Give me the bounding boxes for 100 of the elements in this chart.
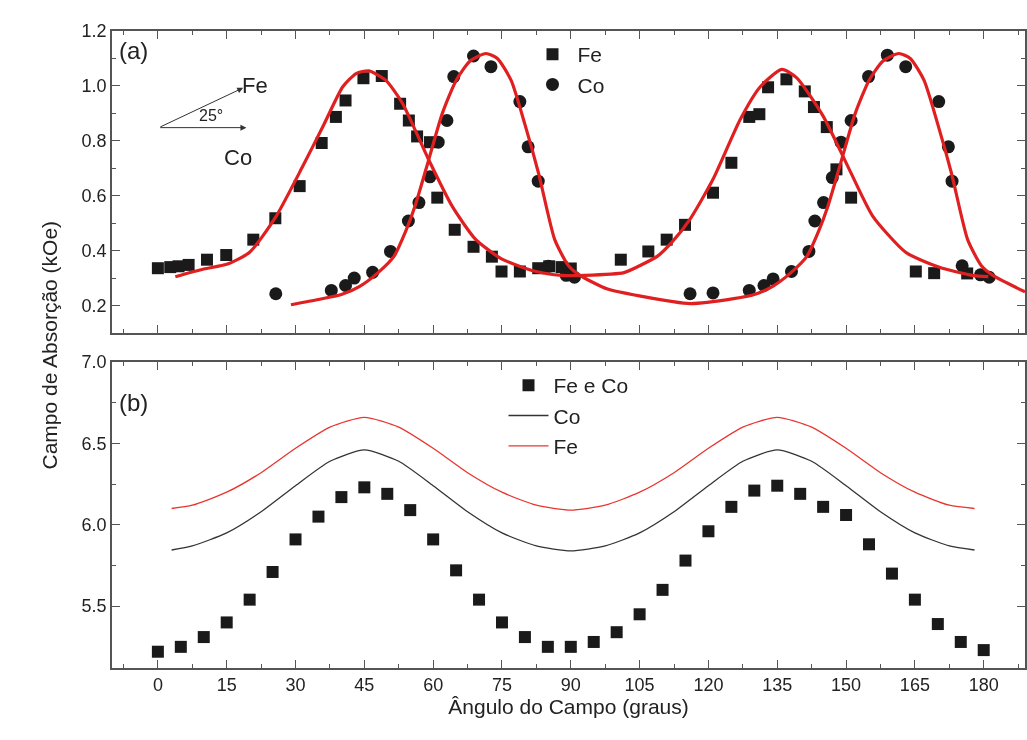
annotation: 25° xyxy=(199,107,224,124)
y-tick-label: 6.5 xyxy=(81,433,107,454)
x-tick-label: 105 xyxy=(624,675,655,696)
point xyxy=(748,484,761,497)
y-tick-label: 1.2 xyxy=(81,21,107,42)
point xyxy=(955,259,969,273)
legend-label: Co xyxy=(553,404,581,428)
x-tick-label: 180 xyxy=(968,675,999,696)
point xyxy=(312,510,325,523)
point xyxy=(220,249,233,262)
point xyxy=(707,186,720,199)
point xyxy=(908,593,921,606)
point xyxy=(817,500,830,513)
point xyxy=(269,287,283,301)
point xyxy=(702,525,715,538)
y-tick-label: 0.6 xyxy=(81,186,107,207)
point xyxy=(495,265,508,278)
legend-label: Fe e Co xyxy=(553,374,629,398)
y-tick-label: 6.0 xyxy=(81,515,107,536)
x-tick-label: 165 xyxy=(899,675,930,696)
point xyxy=(473,593,486,606)
y-tick-label: 0.4 xyxy=(81,240,107,261)
annotation: Fe xyxy=(242,73,268,98)
point xyxy=(656,583,669,596)
legend-label: Fe xyxy=(577,43,603,67)
legend-label: Co xyxy=(577,73,605,97)
point xyxy=(633,608,646,621)
point xyxy=(440,114,454,127)
x-tick-label: 45 xyxy=(354,675,375,696)
point xyxy=(431,191,444,204)
point xyxy=(587,635,600,648)
x-tick-label: 0 xyxy=(152,675,163,696)
point xyxy=(220,616,233,629)
y-tick-label: 0.2 xyxy=(81,295,107,316)
x-tick-label: 150 xyxy=(831,675,862,696)
point xyxy=(932,95,946,109)
point xyxy=(683,287,697,301)
point xyxy=(339,279,353,292)
point xyxy=(899,60,913,74)
point xyxy=(610,626,623,639)
x-tick-label: 135 xyxy=(762,675,793,696)
point xyxy=(518,631,531,644)
point xyxy=(151,262,164,275)
y-tick-label: 7.0 xyxy=(81,352,107,373)
point xyxy=(243,593,256,606)
point xyxy=(315,137,328,150)
x-axis-title: Ângulo do Campo (graus) xyxy=(448,695,689,719)
point xyxy=(564,640,577,653)
x-tick-label: 120 xyxy=(693,675,724,696)
point xyxy=(467,240,480,253)
point xyxy=(404,504,417,517)
point xyxy=(266,565,279,578)
annotation: Co xyxy=(224,145,253,170)
point xyxy=(427,533,440,546)
point xyxy=(450,564,463,577)
point xyxy=(182,258,195,271)
point xyxy=(909,265,922,278)
annotation: (a) xyxy=(119,37,149,64)
point xyxy=(495,616,508,629)
y-tick-label: 5.5 xyxy=(81,596,107,617)
point xyxy=(347,271,361,285)
point xyxy=(794,487,807,500)
point xyxy=(642,245,655,258)
x-tick-label: 30 xyxy=(285,675,306,696)
point xyxy=(771,479,784,492)
point xyxy=(541,640,554,653)
point xyxy=(151,645,164,658)
point xyxy=(200,253,213,266)
point xyxy=(329,110,342,123)
y-tick-label: 1.0 xyxy=(81,76,107,97)
point xyxy=(324,283,338,297)
point xyxy=(339,94,352,107)
point xyxy=(753,108,766,121)
point xyxy=(484,60,498,74)
point xyxy=(725,156,738,169)
x-tick-label: 75 xyxy=(491,675,512,696)
point xyxy=(357,72,370,85)
x-tick-label: 15 xyxy=(216,675,237,696)
point xyxy=(928,267,941,280)
y-tick-label: 0.8 xyxy=(81,131,107,152)
annotation: (b) xyxy=(119,389,149,416)
point xyxy=(679,554,692,567)
point xyxy=(780,73,793,86)
point xyxy=(954,635,967,648)
point xyxy=(863,538,876,551)
point xyxy=(845,191,858,204)
point xyxy=(174,640,187,653)
point xyxy=(931,618,944,631)
point xyxy=(335,491,348,504)
point xyxy=(614,253,627,266)
point xyxy=(358,481,371,494)
x-tick-label: 60 xyxy=(423,675,444,696)
point xyxy=(293,180,306,193)
point xyxy=(197,631,210,644)
y-axis-title: Campo de Absorção (kOe) xyxy=(37,220,61,470)
point xyxy=(885,567,898,580)
point xyxy=(381,487,394,500)
x-tick-label: 90 xyxy=(560,675,581,696)
legend-label: Fe xyxy=(553,435,579,458)
point xyxy=(289,533,302,546)
